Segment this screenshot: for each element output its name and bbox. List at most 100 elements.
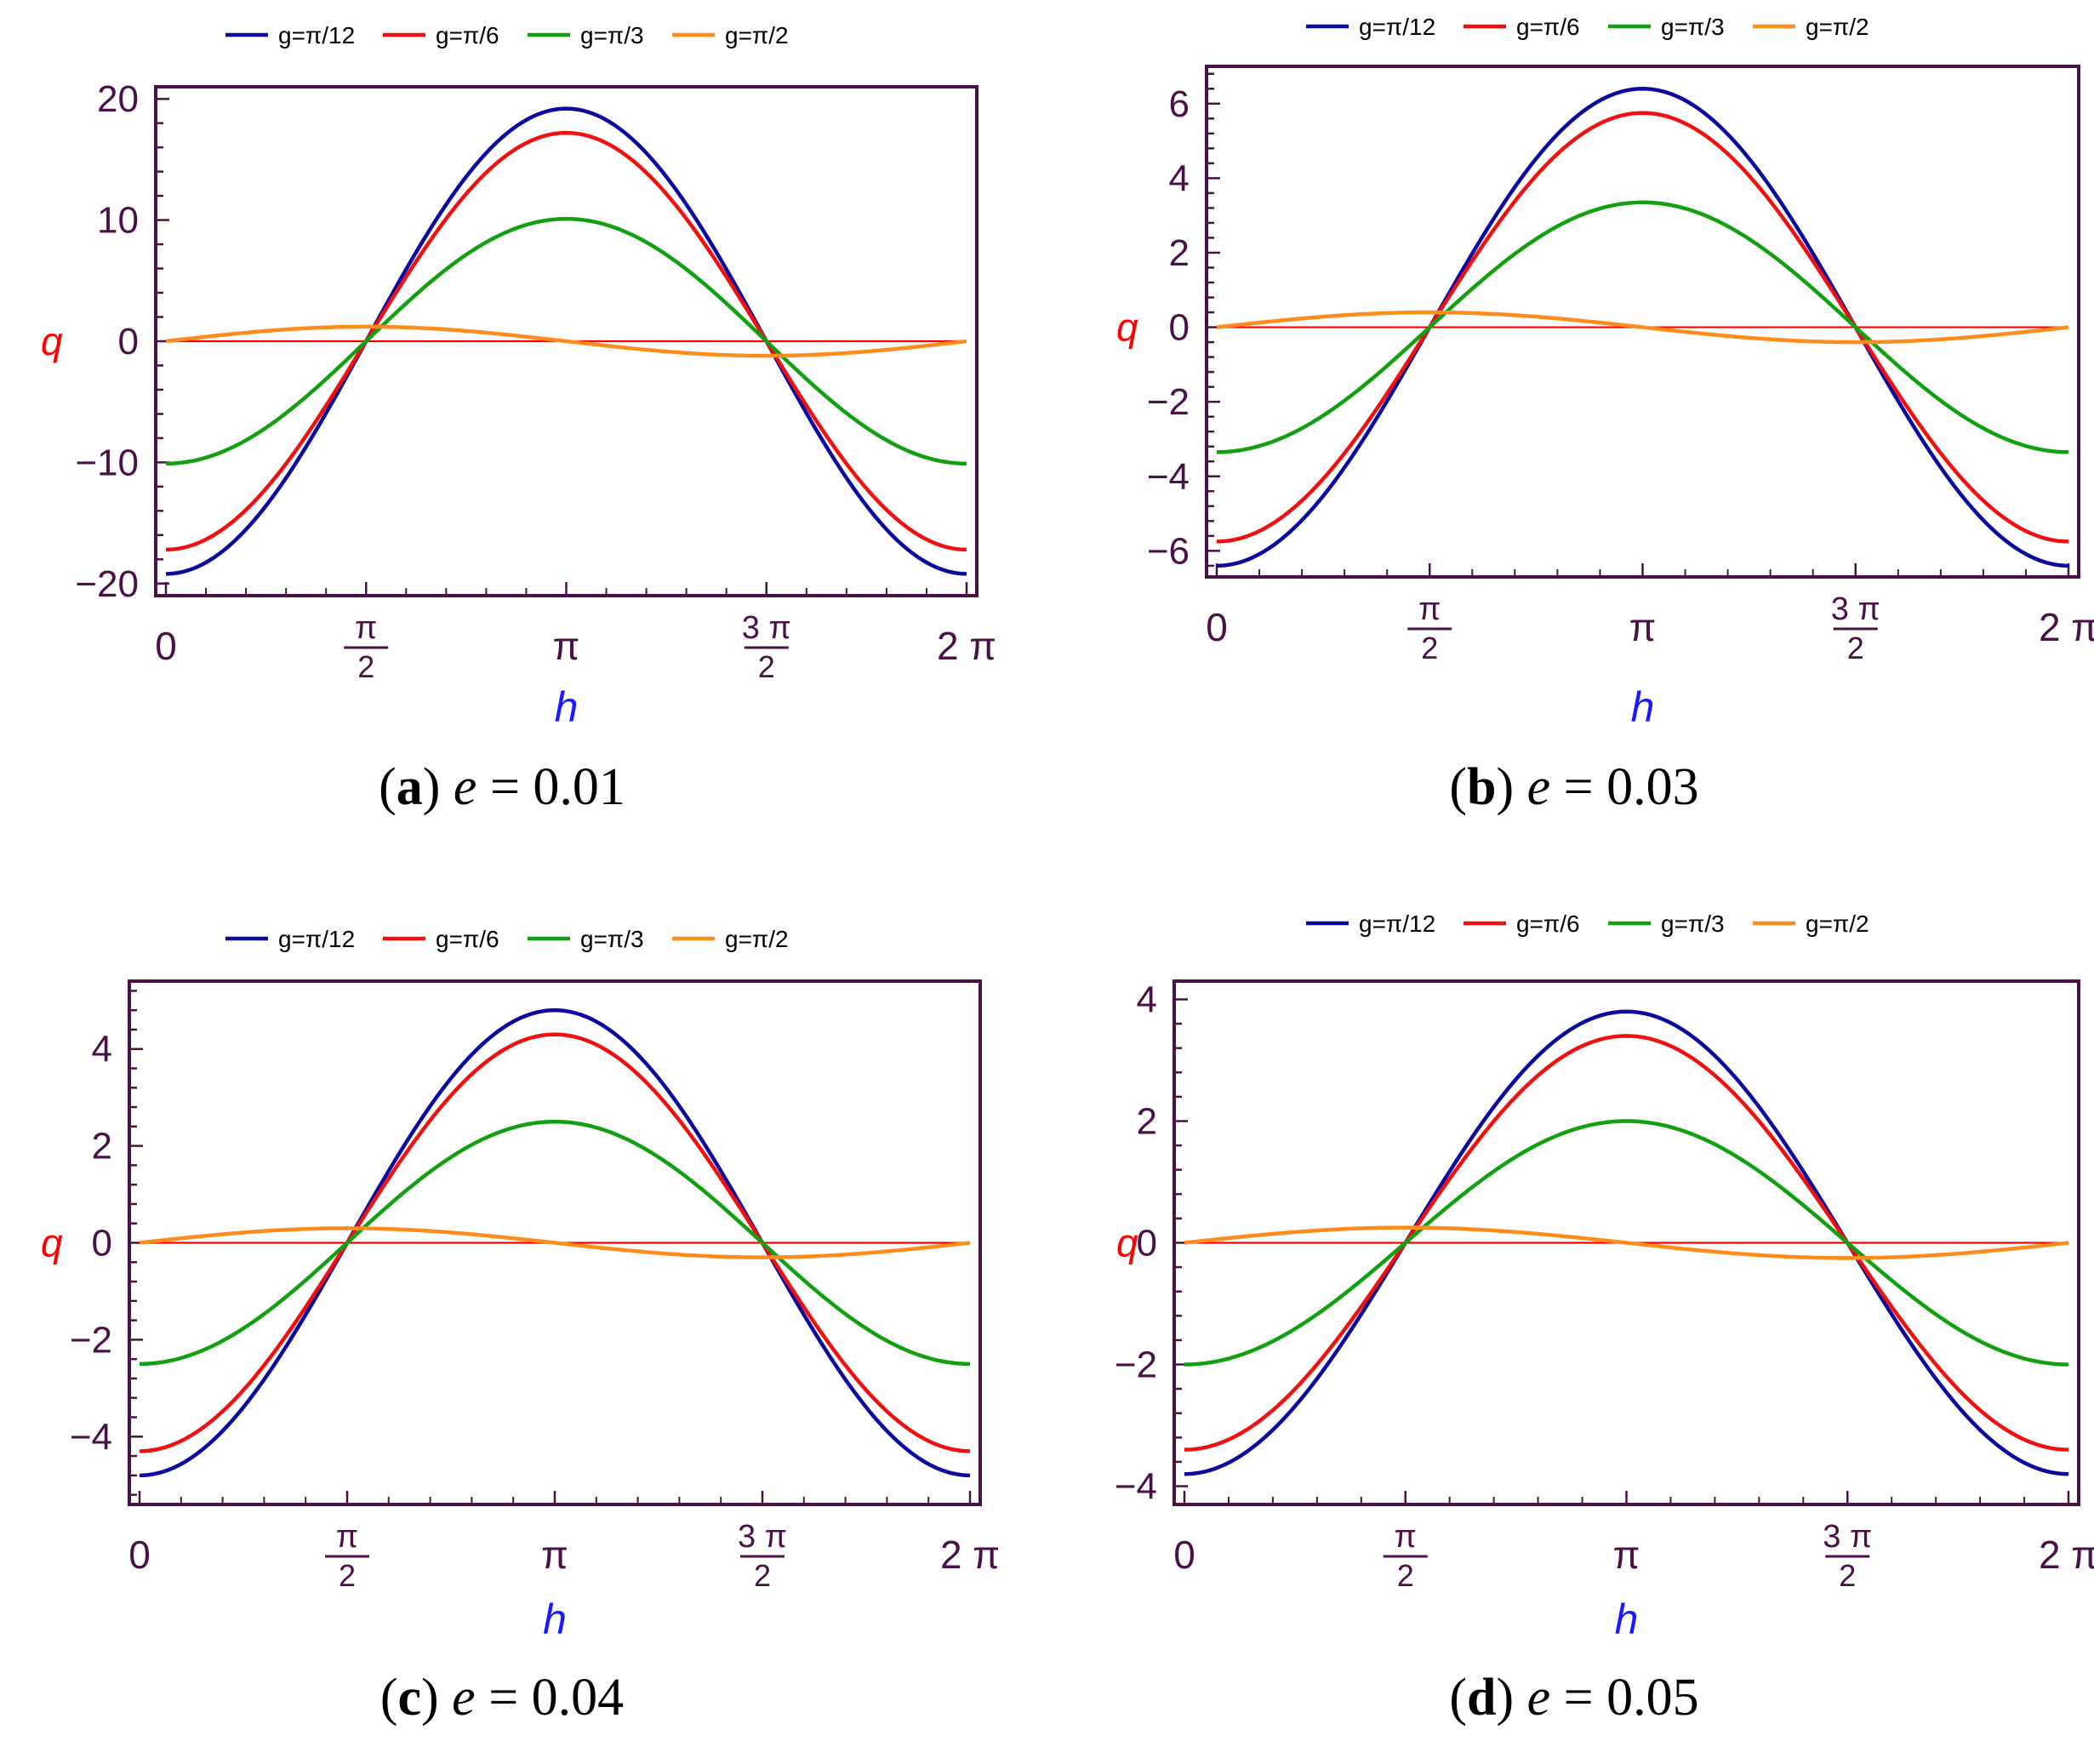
legend-label: g=π/6 [436,926,499,952]
legend-label: g=π/12 [278,22,355,49]
y-axis-label: q [1116,305,1138,350]
x-axis-label: h [1615,1596,1639,1643]
panel-caption: (b) e = 0.03 [1449,758,1698,816]
x-tick-label-denominator: 2 [339,1558,356,1593]
legend-label: g=π/2 [1806,911,1869,937]
legend-label: g=π/3 [1661,14,1725,40]
x-axis-label: h [543,1596,567,1643]
panel-caption: (d) e = 0.05 [1449,1669,1698,1727]
x-tick-label-numerator: 3 π [1823,1519,1872,1555]
x-axis-label: h [555,683,579,731]
legend-label: g=π/12 [1359,911,1435,937]
x-tick-label: π [553,624,580,668]
series-line-1 [139,1008,971,1478]
y-tick-label: −4 [70,1416,112,1458]
x-tick-label: 0 [1173,1533,1195,1577]
panel-caption: (a) e = 0.01 [379,758,625,816]
x-tick-label-numerator: π [355,610,377,646]
y-tick-label: 6 [1169,83,1190,125]
x-tick-label: 0 [155,624,177,668]
x-tick-label: π [541,1533,568,1577]
x-tick-label: π [1629,605,1657,649]
x-axis-label: h [1631,683,1655,731]
x-tick-label: 2 π [940,1533,1000,1577]
legend-label: g=π/2 [1806,14,1869,40]
y-axis-label: q [1116,1221,1138,1265]
x-tick-label-numerator: π [1418,591,1441,627]
y-tick-label: 2 [1137,1100,1157,1142]
y-tick-label: 0 [1169,307,1190,349]
y-tick-label: 2 [92,1126,112,1167]
x-tick-label-numerator: π [1395,1519,1417,1555]
plot-frame [1205,65,2080,579]
series-line-2 [165,130,967,552]
y-tick-label: −4 [1115,1466,1157,1508]
legend-label: g=π/6 [1516,14,1580,40]
panel-b: −6 −4 −2 0 2 4 6 0 π 2 π 3 π 2 2 π q h g=π/12 g=π/6 g=π/3 g… [1116,14,2094,816]
y-tick-label: −20 [75,563,139,605]
legend-label: g=π/2 [725,22,789,49]
y-tick-label: 0 [92,1223,112,1264]
series-line-4 [165,324,967,358]
legend-label: g=π/6 [436,22,499,49]
y-tick-label: 4 [1169,157,1190,199]
y-tick-label: 4 [92,1029,112,1070]
series-line-4 [1216,310,2069,345]
legend-label: g=π/12 [1359,14,1435,40]
y-tick-label: 10 [97,200,139,242]
y-axis-label: q [41,319,63,363]
series-line-1 [1184,1009,2069,1476]
series-line-3 [139,1119,971,1367]
x-tick-label-denominator: 2 [1421,631,1438,665]
series-line-3 [1216,200,2069,454]
legend-label: g=π/3 [1661,911,1725,937]
series-line-3 [1184,1119,2069,1367]
x-tick-label-denominator: 2 [357,649,374,684]
y-tick-label: 4 [1137,979,1157,1020]
series-line-2 [1184,1034,2069,1452]
x-tick-label-numerator: 3 π [742,610,791,646]
x-tick-label: π [1613,1533,1640,1577]
x-tick-label-denominator: 2 [758,649,775,684]
x-tick-label: 0 [128,1533,151,1577]
y-tick-label: 0 [1137,1223,1157,1264]
x-tick-label: 0 [1206,605,1228,649]
x-tick-label: 2 π [2039,1533,2094,1577]
series-line-1 [165,106,967,576]
x-tick-label-numerator: 3 π [738,1519,787,1555]
y-tick-label: 0 [118,321,139,363]
x-tick-label: 2 π [2039,605,2094,649]
legend-label: g=π/12 [278,926,355,952]
y-tick-label: −2 [1147,381,1190,423]
x-tick-label: 2 π [937,624,996,668]
y-tick-label: 20 [97,78,139,120]
x-tick-label-denominator: 2 [754,1558,771,1593]
series-line-3 [165,216,967,466]
y-tick-label: −2 [70,1319,112,1361]
x-tick-label-numerator: 3 π [1831,591,1880,627]
series-line-2 [139,1032,971,1453]
x-tick-label-denominator: 2 [1847,631,1864,665]
y-tick-label: −10 [75,442,139,483]
y-axis-label: q [41,1221,63,1265]
y-tick-label: −2 [1115,1344,1157,1386]
legend-label: g=π/3 [580,22,644,49]
x-tick-label-numerator: π [336,1519,358,1555]
y-tick-label: 2 [1169,232,1190,274]
series-line-2 [1216,111,2069,544]
y-tick-label: −4 [1147,456,1190,498]
legend-label: g=π/3 [580,926,644,952]
legend-label: g=π/6 [1516,911,1580,937]
series-line-1 [1216,87,2069,568]
series-line-4 [1184,1225,2069,1260]
panel-caption: (c) e = 0.04 [380,1669,624,1727]
x-tick-label-denominator: 2 [1839,1558,1856,1593]
legend-label: g=π/2 [725,926,789,952]
y-tick-label: −6 [1147,530,1190,572]
x-tick-label-denominator: 2 [1397,1558,1414,1593]
